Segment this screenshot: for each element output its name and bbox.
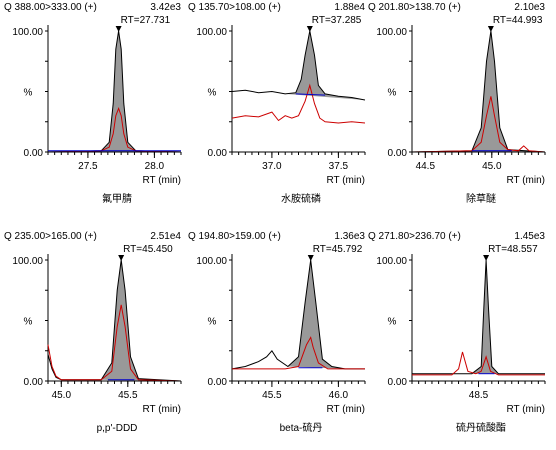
panel-title: Q 235.00>165.00 (+) xyxy=(4,231,97,242)
intensity-label: 2.10e3 xyxy=(514,2,545,13)
x-tick-label: 45.5 xyxy=(262,390,282,401)
peak-marker-icon xyxy=(483,255,490,261)
series-line-1 xyxy=(412,259,545,375)
y-tick-label: 100.00 xyxy=(376,256,407,267)
x-tick-label: 46.0 xyxy=(329,390,349,401)
peak-marker-icon xyxy=(115,26,122,32)
x-axis-label: RT (min) xyxy=(506,175,545,186)
y-tick-label: 0.00 xyxy=(24,377,44,388)
panel-title: Q 201.80>138.70 (+) xyxy=(368,2,461,13)
peak-marker-icon xyxy=(306,26,313,32)
intensity-label: 1.36e3 xyxy=(334,231,365,242)
compound-name: 硫丹硫酸酯 xyxy=(456,421,506,434)
series-line-2 xyxy=(411,96,546,153)
series-line-2 xyxy=(47,304,182,382)
x-axis-label: RT (min) xyxy=(142,404,181,415)
panel-title: Q 135.70>108.00 (+) xyxy=(188,2,281,13)
chromatogram-panel-1: Q 388.00>333.00 (+) 3.42e3 100.00 0.00% 27.5… xyxy=(4,2,182,205)
y-axis-label: % xyxy=(208,88,217,99)
series-line-1 xyxy=(231,30,366,101)
y-tick-label: 100.00 xyxy=(196,256,227,267)
y-tick-label: 0.00 xyxy=(208,148,228,159)
panel-title: Q 388.00>333.00 (+) xyxy=(4,2,97,13)
compound-name: beta-硫丹 xyxy=(280,421,323,434)
compound-name: 水胺硫磷 xyxy=(281,192,321,205)
peak-area xyxy=(101,260,181,381)
x-tick-label: 48.5 xyxy=(469,390,489,401)
compound-name: p,p'-DDD xyxy=(97,423,138,434)
y-axis-label: % xyxy=(24,88,33,99)
x-tick-label: 45.0 xyxy=(482,161,502,172)
y-tick-label: 100.00 xyxy=(12,27,43,38)
x-tick-label: 44.5 xyxy=(416,161,436,172)
retention-time-label: RT=27.731 xyxy=(121,15,171,26)
peak-area xyxy=(48,31,181,152)
x-tick-label: 27.5 xyxy=(78,161,98,172)
y-axis-label: % xyxy=(24,317,33,328)
compound-name: 除草醚 xyxy=(466,192,496,205)
x-axis-label: RT (min) xyxy=(142,175,181,186)
y-axis-label: % xyxy=(388,88,397,99)
peak-area xyxy=(287,260,345,369)
retention-time-label: RT=45.450 xyxy=(123,244,173,255)
series-line-2 xyxy=(232,336,365,370)
y-tick-label: 100.00 xyxy=(376,27,407,38)
peak-marker-icon xyxy=(487,26,494,32)
y-tick-label: 0.00 xyxy=(388,148,408,159)
series-line-2 xyxy=(47,106,182,153)
peak-area xyxy=(285,31,365,100)
series-line-1 xyxy=(231,259,365,370)
retention-time-label: RT=44.993 xyxy=(493,15,543,26)
series-line-1 xyxy=(411,30,546,153)
series-line-2 xyxy=(231,83,366,124)
x-tick-label: 45.5 xyxy=(118,390,138,401)
intensity-label: 2.51e4 xyxy=(150,231,181,242)
y-tick-label: 100.00 xyxy=(12,256,43,267)
peak-marker-icon xyxy=(118,255,125,261)
series-line-1 xyxy=(47,259,182,382)
peak-marker-icon xyxy=(307,255,314,261)
intensity-label: 1.45e3 xyxy=(514,231,545,242)
x-tick-label: 28.0 xyxy=(145,161,165,172)
x-axis-label: RT (min) xyxy=(326,175,365,186)
peak-area xyxy=(471,260,499,374)
series-line-3 xyxy=(295,93,326,96)
x-tick-label: 37.0 xyxy=(262,161,282,172)
intensity-label: 3.42e3 xyxy=(150,2,181,13)
y-axis-label: % xyxy=(388,317,397,328)
y-tick-label: 0.00 xyxy=(388,377,408,388)
panel-title: Q 194.80>159.00 (+) xyxy=(188,231,281,242)
retention-time-label: RT=45.792 xyxy=(313,244,363,255)
chromatogram-panel-6: Q 271.80>236.70 (+) 1.45e3 100.00 0.00% 48.5… xyxy=(368,231,546,434)
x-tick-label: 45.0 xyxy=(52,390,72,401)
retention-time-label: RT=48.557 xyxy=(488,244,538,255)
retention-time-label: RT=37.285 xyxy=(312,15,362,26)
x-tick-label: 37.5 xyxy=(329,161,349,172)
compound-name: 氟甲腈 xyxy=(102,192,132,205)
y-tick-label: 0.00 xyxy=(208,377,228,388)
series-line-2 xyxy=(412,351,545,376)
panel-title: Q 271.80>236.70 (+) xyxy=(368,231,461,242)
y-tick-label: 100.00 xyxy=(196,27,227,38)
y-tick-label: 0.00 xyxy=(24,148,44,159)
chromatogram-panel-5: Q 194.80>159.00 (+) 1.36e3 100.00 0.00% 45.5… xyxy=(188,231,366,434)
x-axis-label: RT (min) xyxy=(506,404,545,415)
chromatogram-panel-2: Q 135.70>108.00 (+) 1.88e4 100.00 0.00% 37.0… xyxy=(188,2,366,205)
x-axis-label: RT (min) xyxy=(326,404,365,415)
chromatogram-panel-3: Q 201.80>138.70 (+) 2.10e3 100.00 0.00% 44.5… xyxy=(368,2,546,205)
y-axis-label: % xyxy=(208,317,217,328)
chromatogram-panel-4: Q 235.00>165.00 (+) 2.51e4 100.00 0.00% 45.0… xyxy=(4,231,182,434)
intensity-label: 1.88e4 xyxy=(334,2,365,13)
